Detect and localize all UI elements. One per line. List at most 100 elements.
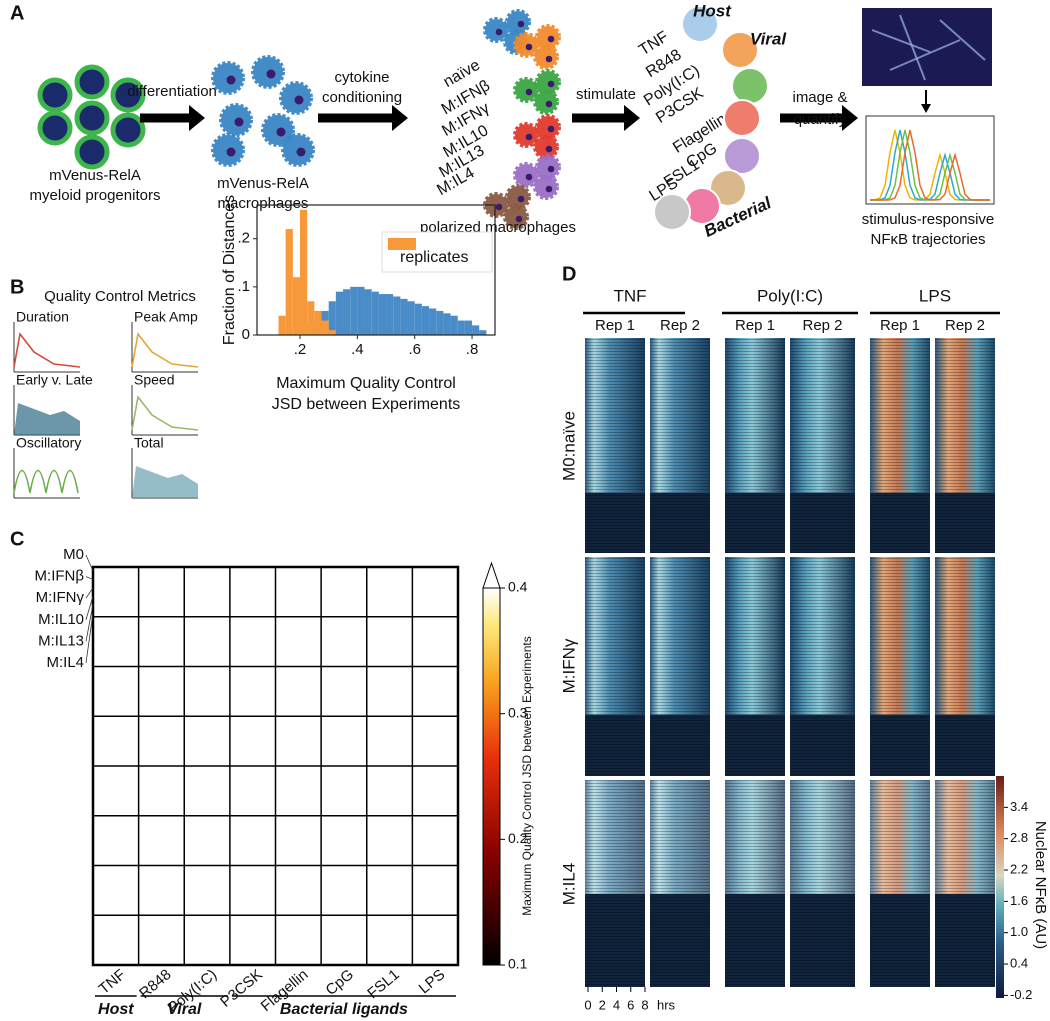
- matrix-frame: [91, 565, 460, 967]
- histogram-bar: [314, 310, 322, 335]
- row-label: M:IL10: [38, 611, 84, 628]
- histogram-bar: [350, 286, 358, 335]
- histogram-bar: [472, 325, 480, 335]
- stimulus-header: TNF: [613, 286, 646, 305]
- histogram-bar: [414, 303, 422, 335]
- macrophage: [533, 89, 559, 115]
- stimulus-icon: [731, 67, 769, 105]
- arrow-label: conditioning: [322, 89, 402, 106]
- progenitor-cell: [110, 77, 146, 113]
- macrophage: [535, 69, 561, 95]
- cell-streak: [939, 19, 986, 61]
- output-label: stimulus-responsive: [862, 211, 995, 228]
- histogram-bar: [285, 229, 293, 335]
- nucleus: [495, 203, 503, 211]
- nucleus: [525, 133, 533, 141]
- nucleus: [547, 125, 555, 133]
- macrophage: [513, 77, 539, 103]
- mini-area: [14, 403, 80, 435]
- colorbar-tick-label: 0.2: [508, 830, 528, 846]
- macrophage: [505, 184, 531, 210]
- x-tick-label: .2: [294, 341, 307, 358]
- x-tick-label: 0: [584, 997, 591, 1012]
- histogram-bar: [307, 301, 315, 335]
- colorbar: [996, 776, 1004, 998]
- x-tick-label: .4: [351, 341, 364, 358]
- heatmap-texture: [935, 557, 995, 776]
- heatmap-texture: [725, 780, 785, 987]
- nucleus: [525, 43, 533, 51]
- arrow-head: [624, 105, 640, 131]
- mini-curve: [13, 332, 81, 368]
- stimulus-header: Poly(I:C): [757, 286, 823, 305]
- stimulus-icon: [723, 99, 761, 137]
- mini-curve: [13, 469, 79, 494]
- nucleus: [495, 28, 503, 36]
- progenitor-cell: [74, 134, 110, 170]
- metric-label: Speed: [134, 372, 174, 388]
- histogram-bar: [407, 301, 415, 335]
- heatmap-texture: [935, 338, 995, 553]
- stimulus-icon: [653, 193, 691, 231]
- macrophage: [535, 114, 561, 140]
- histogram-bar: [429, 308, 437, 335]
- arrow-label: cytokine: [334, 69, 389, 86]
- column-label: TNF: [96, 966, 129, 998]
- macrophage: [513, 122, 539, 148]
- y-axis-label: Fraction of Distances: [221, 195, 238, 345]
- panel-label: C: [10, 528, 24, 550]
- histogram-bar: [292, 277, 301, 335]
- heatmap-texture: [650, 780, 710, 987]
- group-label: Viral: [167, 1001, 202, 1018]
- legend-label: replicates: [400, 249, 468, 266]
- panel-label: A: [10, 2, 24, 24]
- metric-label: Early v. Late: [16, 372, 93, 388]
- arrow-head: [842, 105, 858, 131]
- nucleus: [234, 117, 244, 127]
- nucleus: [226, 75, 236, 85]
- nucleus: [545, 185, 553, 193]
- metric-label: Total: [134, 435, 164, 451]
- row-leader: [85, 554, 94, 572]
- replicate-label: Rep 2: [945, 317, 985, 334]
- macrophage: [505, 9, 531, 35]
- colorbar-tick-label: 0.4: [1010, 955, 1028, 970]
- histogram-bar: [400, 298, 408, 335]
- nucleus: [296, 147, 306, 157]
- replicate-label: Rep 1: [735, 317, 775, 334]
- histogram-bar: [421, 306, 430, 335]
- mini-area: [132, 466, 198, 498]
- progenitor-cell: [74, 64, 110, 100]
- stimulus-icon: [681, 5, 719, 43]
- row-label: M:IL13: [38, 632, 84, 649]
- histogram-bar: [457, 320, 465, 335]
- nucleus: [525, 173, 533, 181]
- x-tick-label: .6: [408, 341, 421, 358]
- metrics-title: Quality Control Metrics: [44, 288, 196, 305]
- step-label: mVenus-RelA: [217, 175, 309, 192]
- x-unit-label: hrs: [657, 997, 676, 1012]
- row-label: M:IFNγ: [36, 589, 85, 606]
- colorbar-label: Nuclear NFκB (AU): [1032, 821, 1049, 949]
- column-label: CpG: [323, 966, 358, 999]
- panel-label: D: [562, 263, 576, 285]
- x-axis-label: JSD between Experiments: [272, 396, 461, 413]
- heatmap-texture: [870, 780, 930, 987]
- row-label: M:IFNβ: [35, 568, 85, 585]
- histogram-bar: [386, 294, 394, 335]
- nucleus: [545, 100, 553, 108]
- heatmap-texture: [585, 338, 645, 553]
- row-leader: [85, 587, 94, 599]
- y-tick-label: 0: [242, 326, 250, 343]
- macrophage: [535, 154, 561, 180]
- group-label: Host: [98, 1001, 134, 1018]
- nucleus: [294, 95, 304, 105]
- nucleus: [517, 195, 525, 203]
- cell-streak: [871, 29, 931, 53]
- macrophage: [503, 204, 529, 230]
- replicate-label: Rep 1: [880, 317, 920, 334]
- colorbar-tick-label: 3.4: [1010, 799, 1028, 814]
- stimulus-icon: [709, 169, 747, 207]
